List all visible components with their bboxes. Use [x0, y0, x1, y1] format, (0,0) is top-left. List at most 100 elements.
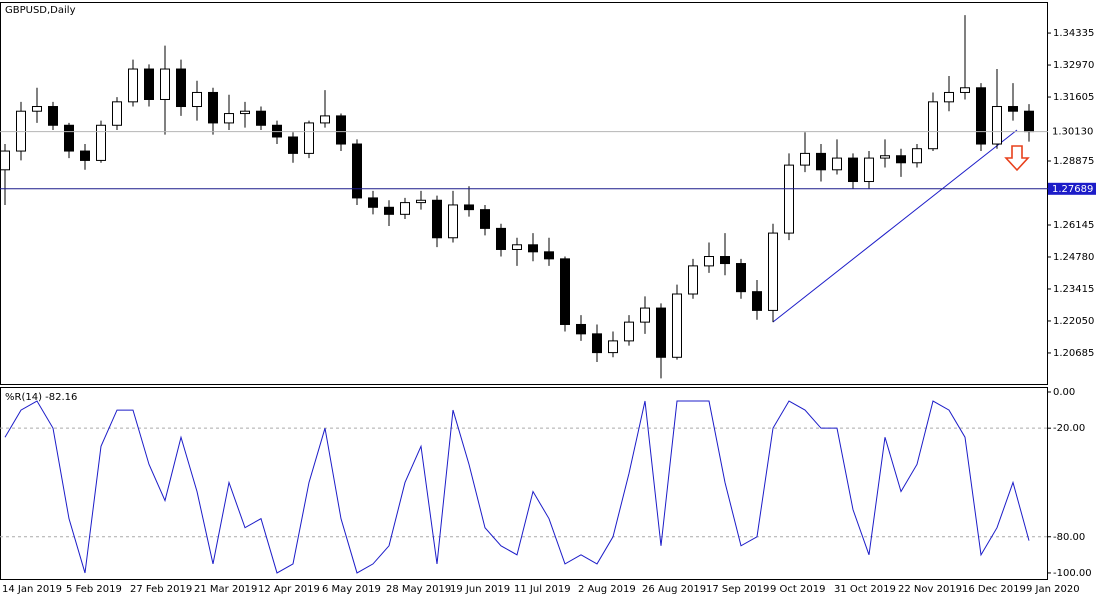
x-tick-label: 6 May 2019 — [322, 584, 381, 595]
candle-body — [864, 157, 874, 183]
candle-body — [464, 204, 474, 211]
candle-body — [800, 152, 810, 166]
candle-body — [32, 106, 42, 112]
y-tick-label: -20.00 — [1053, 423, 1085, 434]
candle-body — [144, 68, 154, 100]
candle-body — [128, 68, 138, 103]
y-tick-label: 1.31605 — [1053, 92, 1094, 103]
x-tick-label: 14 Jan 2019 — [2, 584, 62, 595]
bid-label: 1.30130 — [1052, 127, 1093, 138]
candle-body — [560, 258, 570, 325]
candle-body — [368, 197, 378, 208]
trend-line — [772, 129, 1018, 323]
candle-body — [1008, 106, 1018, 112]
chart-title: GBPUSD,Daily — [5, 5, 76, 16]
candle-body — [288, 136, 298, 154]
down-arrow — [1004, 145, 1030, 172]
candle-body — [448, 204, 458, 239]
candle-body — [960, 87, 970, 93]
x-tick-label: 11 Jul 2019 — [514, 584, 571, 595]
x-tick-label: 17 Sep 2019 — [706, 584, 769, 595]
candle-body — [720, 256, 730, 265]
candle-body — [928, 101, 938, 150]
x-tick-label: 26 Aug 2019 — [642, 584, 706, 595]
candle-body — [544, 251, 554, 260]
x-tick-label: 9 Oct 2019 — [770, 584, 825, 595]
candle-body — [48, 106, 58, 126]
x-tick-label: 21 Mar 2019 — [194, 584, 257, 595]
candle-body — [624, 321, 634, 342]
y-tick-label: 1.34335 — [1053, 28, 1094, 39]
candle-body — [656, 307, 666, 358]
y-tick-label: 1.28875 — [1053, 156, 1094, 167]
candle-body — [512, 244, 522, 250]
y-tick-label: 1.24780 — [1053, 252, 1094, 263]
candle-body — [688, 265, 698, 295]
candle-body — [192, 91, 202, 108]
candle-body — [976, 87, 986, 145]
indicator-title: %R(14) -82.16 — [5, 392, 77, 403]
x-tick-label: 9 Jan 2020 — [1026, 584, 1080, 595]
x-tick-label: 22 Nov 2019 — [898, 584, 962, 595]
candle-body — [496, 227, 506, 250]
indicator-panel — [0, 387, 1048, 580]
candle-body — [432, 199, 442, 239]
candle-body — [112, 101, 122, 126]
candle-body — [640, 307, 650, 323]
candle-body — [992, 106, 1002, 145]
candle-body — [1024, 110, 1034, 133]
candle-body — [64, 124, 74, 152]
candle-body — [592, 333, 602, 354]
candle-body — [784, 164, 794, 234]
y-tick-label: -80.00 — [1053, 532, 1085, 543]
candle-body — [944, 91, 954, 103]
candle-body — [256, 110, 266, 126]
price-panel — [0, 2, 1048, 385]
candle-body — [848, 157, 858, 183]
candle-body — [160, 68, 170, 100]
candle-body — [608, 340, 618, 354]
x-tick-label: 5 Feb 2019 — [66, 584, 122, 595]
candle-body — [528, 244, 538, 253]
candle-body — [224, 113, 234, 124]
y-tick-label: 1.22050 — [1053, 316, 1094, 327]
candle-body — [304, 122, 314, 154]
y-tick-label: 1.32970 — [1053, 60, 1094, 71]
x-tick-label: 31 Oct 2019 — [834, 584, 896, 595]
candle-body — [320, 115, 330, 124]
candle-body — [752, 291, 762, 311]
level-label: 1.27689 — [1052, 184, 1093, 195]
x-tick-label: 12 Apr 2019 — [258, 584, 320, 595]
candle-body — [816, 152, 826, 171]
candle-body — [336, 115, 346, 145]
candle-body — [352, 143, 362, 199]
y-tick-label: 1.20685 — [1053, 348, 1094, 359]
x-tick-label: 16 Dec 2019 — [962, 584, 1026, 595]
candle-body — [768, 232, 778, 311]
candle-body — [912, 148, 922, 164]
candle-body — [576, 323, 586, 335]
x-tick-label: 27 Feb 2019 — [130, 584, 192, 595]
candle-body — [176, 68, 186, 108]
y-tick-label: 0.00 — [1053, 387, 1075, 398]
candle-body — [480, 209, 490, 229]
y-tick-label: 1.23415 — [1053, 284, 1094, 295]
candle-body — [384, 206, 394, 215]
candle-body — [240, 110, 250, 115]
candle-body — [704, 256, 714, 267]
level-label-box — [1048, 182, 1096, 195]
candle-body — [672, 293, 682, 358]
x-tick-label: 19 Jun 2019 — [450, 584, 510, 595]
y-tick-label: 1.26145 — [1053, 220, 1094, 231]
x-tick-label: 2 Aug 2019 — [578, 584, 636, 595]
candle-body — [96, 124, 106, 161]
candle-body — [416, 199, 426, 204]
x-tick-label: 28 May 2019 — [386, 584, 451, 595]
candle-body — [208, 91, 218, 124]
candle-body — [832, 157, 842, 171]
candle-body — [736, 263, 746, 293]
candle-body — [400, 202, 410, 215]
candle-body — [80, 150, 90, 161]
candle-body — [896, 155, 906, 164]
